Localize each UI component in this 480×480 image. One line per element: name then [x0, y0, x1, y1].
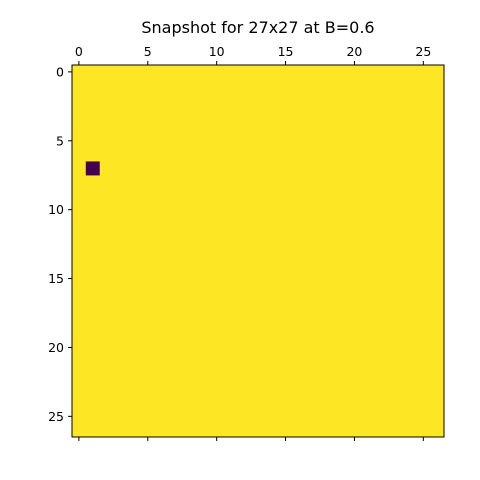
y-tick-label: 25	[48, 409, 64, 424]
heatmap-cells	[72, 65, 444, 437]
x-axis-ticks: 0 5 10 15 20 25	[75, 44, 431, 441]
x-tick-label: 25	[415, 44, 431, 59]
x-tick-label: 10	[209, 44, 225, 59]
heatmap-background	[72, 65, 444, 437]
heatmap-cell	[85, 161, 100, 176]
y-axis-ticks: 0 5 10 15 20 25	[48, 64, 72, 424]
y-tick-label: 5	[56, 133, 64, 148]
x-tick-label: 20	[346, 44, 362, 59]
x-tick-label: 5	[144, 44, 152, 59]
chart-title: Snapshot for 27x27 at B=0.6	[141, 18, 374, 37]
plot-frame	[71, 64, 445, 438]
x-tick-label: 0	[75, 44, 83, 59]
y-tick-label: 10	[48, 202, 64, 217]
x-tick-label: 15	[278, 44, 294, 59]
y-tick-label: 0	[56, 64, 64, 79]
y-tick-label: 20	[48, 340, 64, 355]
y-tick-label: 15	[48, 271, 64, 286]
